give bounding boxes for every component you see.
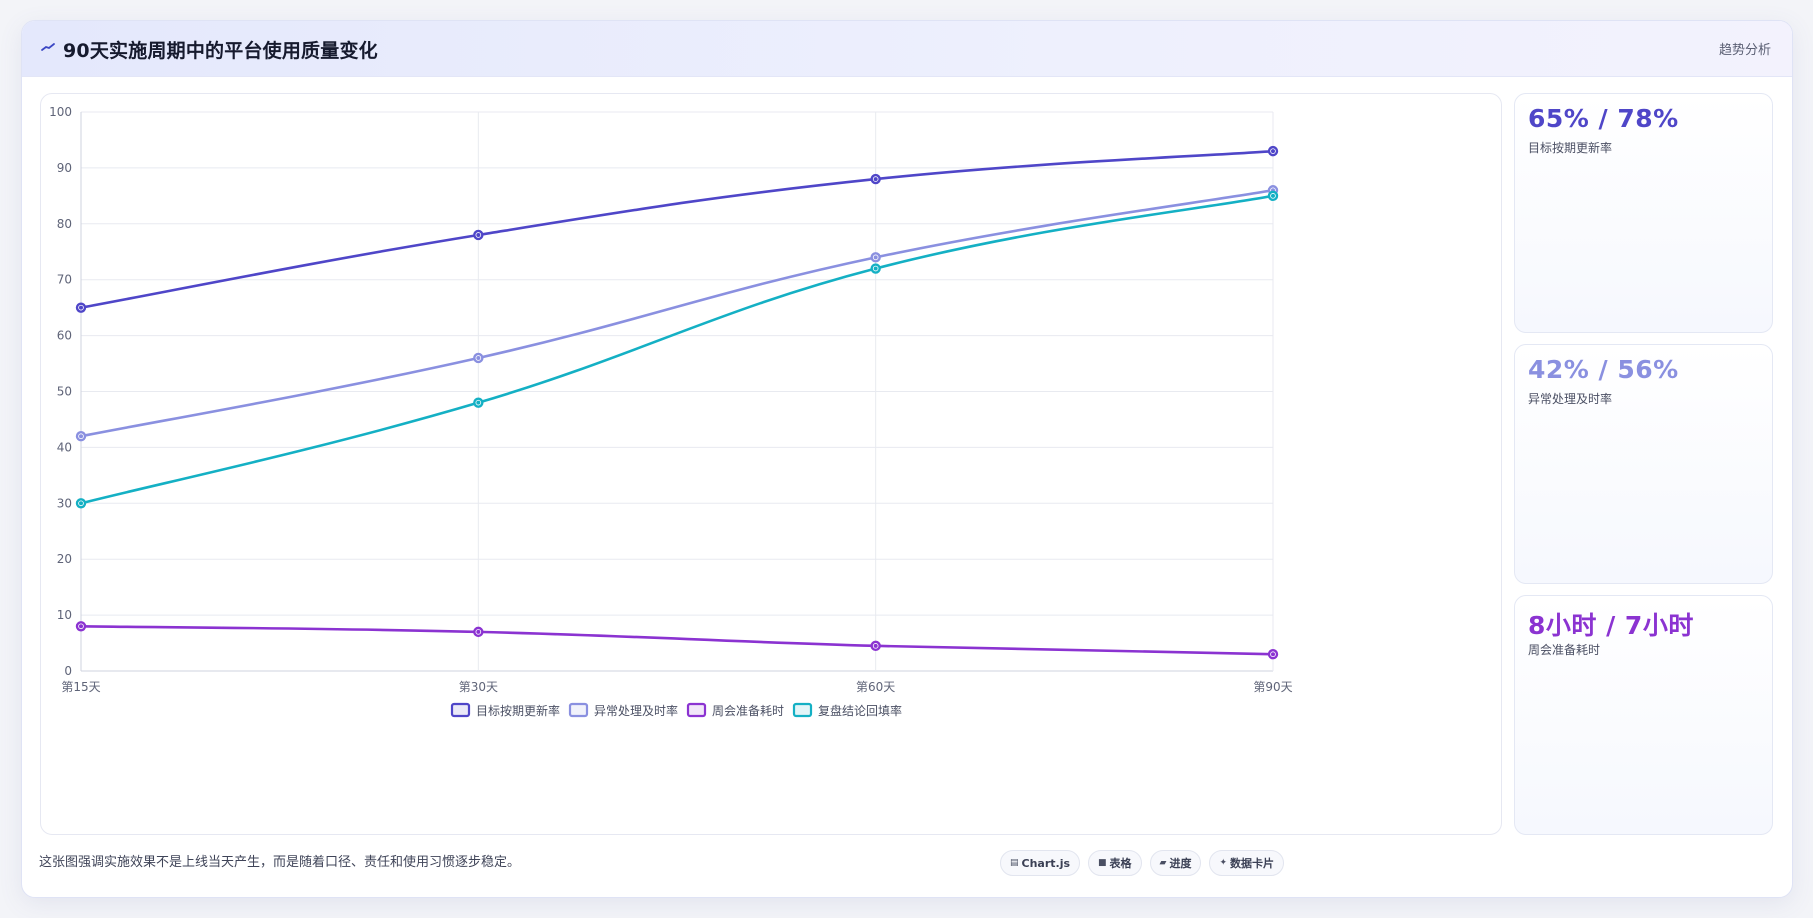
chart-card: 90天实施周期中的平台使用质量变化 趋势分析 0 10 20 30 40 50 60 70 80… xyxy=(21,20,1793,898)
data-point-core xyxy=(873,255,878,260)
stat-card-on-time-update: 65% / 78% 目标按期更新率 xyxy=(1514,93,1773,333)
legend-swatch[interactable] xyxy=(792,702,813,718)
stat-label: 异常处理及时率 xyxy=(1528,392,1613,406)
data-point-core xyxy=(476,400,481,405)
y-tick-label: 60 xyxy=(57,329,72,343)
data-point-core xyxy=(476,232,481,237)
stat-value: 8小时 / 7小时 xyxy=(1528,611,1694,640)
series-line xyxy=(79,624,1275,656)
series-line xyxy=(79,188,1275,438)
legend-swatch[interactable] xyxy=(686,702,707,718)
stat-card-exception-handling: 42% / 56% 异常处理及时率 xyxy=(1514,344,1773,584)
chip-label: Chart.js xyxy=(1021,856,1071,870)
data-point-core xyxy=(476,355,481,360)
y-tick-label: 70 xyxy=(57,273,72,287)
y-tick-label: 100 xyxy=(49,105,72,119)
x-tick-label: 第15天 xyxy=(61,680,100,694)
x-tick-label: 第60天 xyxy=(856,680,895,694)
legend-label[interactable]: 周会准备耗时 xyxy=(712,704,784,718)
y-tick-label: 20 xyxy=(57,552,72,566)
x-tick-label: 第90天 xyxy=(1253,680,1292,694)
y-tick-label: 80 xyxy=(57,217,72,231)
progress-icon: ▰ xyxy=(1159,858,1167,868)
data-point-core xyxy=(873,177,878,182)
data-point-core xyxy=(873,266,878,271)
data-point-core xyxy=(873,643,878,648)
chip-chartjs[interactable]: ▤ Chart.js xyxy=(1000,850,1081,876)
data-point-core xyxy=(1271,652,1275,657)
trend-icon xyxy=(41,43,55,51)
chip-label: 表格 xyxy=(1109,857,1132,870)
stat-card-meeting-prep: 8小时 / 7小时 周会准备耗时 xyxy=(1514,595,1773,835)
y-tick-label: 90 xyxy=(57,161,72,175)
data-point-core xyxy=(79,434,83,439)
card-header: 90天实施周期中的平台使用质量变化 趋势分析 xyxy=(22,21,1792,77)
y-tick-label: 0 xyxy=(64,664,72,678)
legend-label[interactable]: 复盘结论回填率 xyxy=(818,703,902,718)
chart-panel: 0 10 20 30 40 50 60 70 80 90 100 第15天 第30天 第60天 第90天目标… xyxy=(40,93,1502,835)
chip-data-card[interactable]: ✦ 数据卡片 xyxy=(1209,850,1285,876)
data-point-core xyxy=(79,624,83,629)
legend-label[interactable]: 异常处理及时率 xyxy=(594,703,678,718)
stat-value: 65% / 78% xyxy=(1528,104,1679,133)
chip-table[interactable]: ■ 表格 xyxy=(1088,850,1142,876)
table-icon: ■ xyxy=(1098,858,1107,868)
data-point-core xyxy=(1271,149,1275,154)
footer-note: 这张图强调实施效果不是上线当天产生，而是随着口径、责任和使用习惯逐步稳定。 xyxy=(39,855,521,870)
series-line xyxy=(79,149,1275,309)
tech-chips: ▤ Chart.js ■ 表格 ▰ 进度 ✦ 数据卡片 xyxy=(1000,850,1285,876)
legend-swatch[interactable] xyxy=(568,702,589,718)
x-tick-label: 第30天 xyxy=(459,680,498,694)
trend-analysis-label: 趋势分析 xyxy=(1718,43,1771,58)
chart-icon: ▤ xyxy=(1010,858,1019,868)
legend-swatch[interactable] xyxy=(450,702,471,718)
chip-label: 数据卡片 xyxy=(1230,857,1275,870)
y-tick-label: 50 xyxy=(57,385,72,399)
data-point-core xyxy=(476,629,481,634)
stat-value: 42% / 56% xyxy=(1528,355,1679,384)
y-tick-label: 30 xyxy=(57,496,72,510)
chart-title: 90天实施周期中的平台使用质量变化 xyxy=(63,40,378,62)
y-tick-label: 40 xyxy=(57,440,72,454)
data-point-core xyxy=(79,305,83,310)
series-line xyxy=(79,194,1275,505)
chip-progress[interactable]: ▰ 进度 xyxy=(1149,850,1202,876)
data-point-core xyxy=(1271,193,1275,198)
chip-label: 进度 xyxy=(1169,857,1192,870)
sparkle-icon: ✦ xyxy=(1219,858,1228,868)
line-chart: 0 10 20 30 40 50 60 70 80 90 100 第15天 第30天 第60天 第90天目标… xyxy=(49,105,1293,718)
legend-label[interactable]: 目标按期更新率 xyxy=(476,703,560,718)
stat-label: 目标按期更新率 xyxy=(1528,141,1613,155)
stat-label: 周会准备耗时 xyxy=(1528,643,1601,657)
data-point-core xyxy=(79,501,83,506)
y-tick-label: 10 xyxy=(57,608,72,622)
